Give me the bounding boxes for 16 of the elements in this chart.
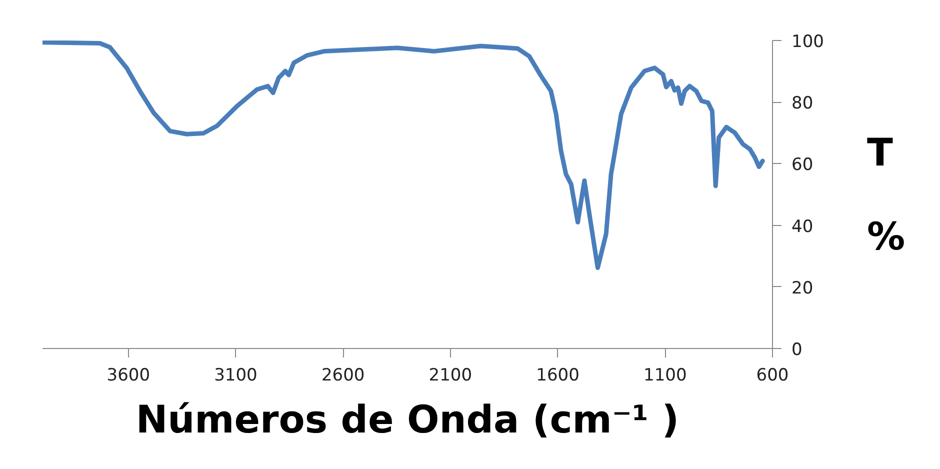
y-tick-label: 0 — [792, 340, 802, 360]
line-series — [42, 40, 765, 270]
y-tick-label: 100 — [792, 32, 824, 52]
y-tick-label: 80 — [792, 94, 814, 114]
x-axis-title: Números de Onda (cm⁻¹ ) — [136, 398, 680, 442]
x-tick-label: 1100 — [644, 366, 687, 386]
x-tick-label: 3100 — [214, 366, 258, 386]
x-tick-label: 1600 — [536, 366, 580, 386]
x-tick-label: 3600 — [106, 366, 150, 386]
y-tick-label: 20 — [792, 278, 814, 298]
x-tick-label: 600 — [756, 366, 789, 386]
y-tick-label: 60 — [792, 155, 814, 176]
y-tick-label: 40 — [792, 216, 814, 237]
x-tick-label: 2600 — [321, 366, 365, 386]
x-tick-label: 2100 — [428, 366, 472, 386]
y-axis-title: T % — [866, 130, 906, 258]
